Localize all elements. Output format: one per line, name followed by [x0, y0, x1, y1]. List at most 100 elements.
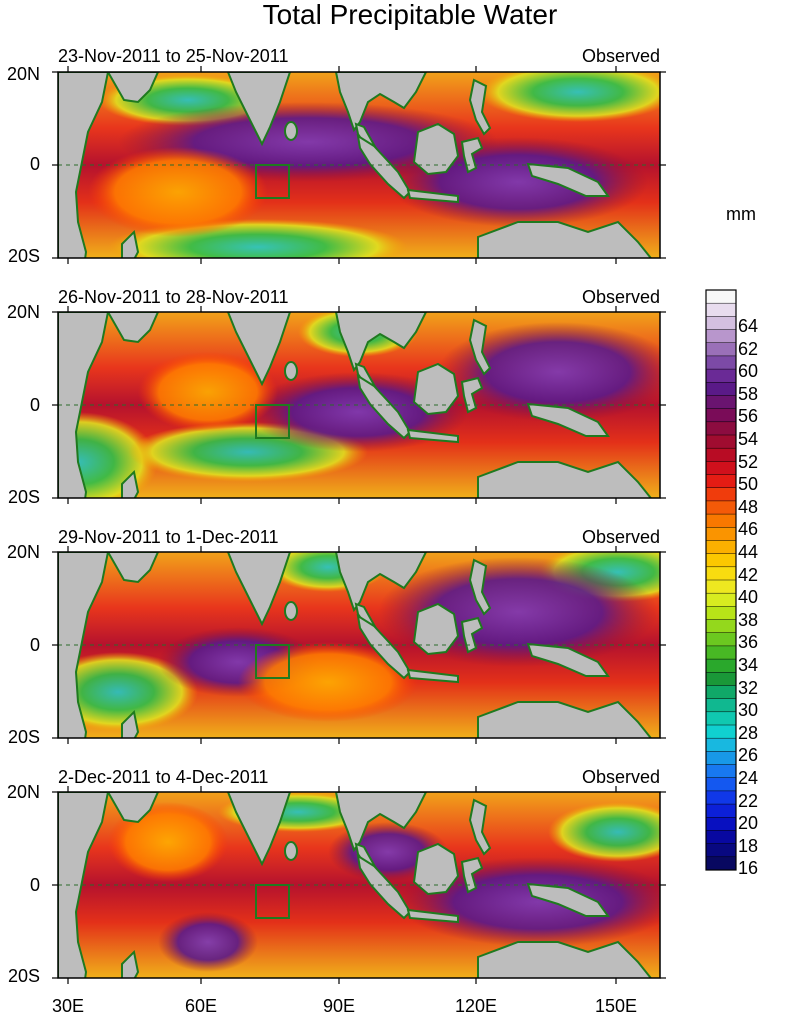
colorbar-tick-label: 52	[738, 451, 759, 472]
colorbar-swatch	[706, 527, 736, 541]
colorbar-tick-label: 40	[738, 587, 759, 608]
colorbar-swatch	[706, 725, 736, 739]
panel-1-observed-label: Observed	[581, 46, 660, 66]
colorbar-swatch	[706, 355, 736, 370]
map-panel-1	[52, 66, 666, 264]
colorbar-tick-label: 16	[738, 858, 759, 879]
panel-1-date-range: 23-Nov-2011 to 25-Nov-2011	[58, 46, 289, 66]
panel-3-date-range: 29-Nov-2011 to 1-Dec-2011	[58, 527, 279, 547]
region-box	[255, 884, 290, 919]
colorbar-swatch	[706, 817, 736, 831]
precip-blob	[398, 857, 660, 947]
colorbar-swatch	[706, 659, 736, 673]
colorbar-swatch	[706, 487, 736, 502]
colorbar-swatch	[706, 580, 736, 594]
precip-blob	[438, 322, 660, 422]
panel-3-lat-label-0: 0	[29, 635, 40, 655]
panel-1-lat-label-0: 0	[29, 154, 40, 174]
colorbar-swatch	[706, 540, 736, 555]
panel-4-lat-label-20n: 20N	[6, 782, 40, 802]
precip-blob	[548, 802, 660, 862]
colorbar-swatch	[706, 448, 736, 462]
colorbar-unit-label: mm	[726, 204, 756, 224]
colorbar-swatch	[706, 830, 736, 845]
colorbar-tick-label: 44	[738, 542, 759, 562]
colorbar-tick-label: 60	[738, 361, 759, 382]
colorbar-swatch	[706, 632, 736, 647]
precip-blob	[138, 352, 278, 432]
colorbar-swatch	[706, 685, 736, 700]
colorbar-tick-label: 64	[738, 316, 759, 336]
panel-3-lat-label-20n: 20N	[6, 542, 40, 562]
precip-blob	[88, 147, 268, 237]
precip-blob	[238, 642, 418, 722]
panel-2-observed-label: Observed	[581, 287, 660, 307]
colorbar-tick-label: 32	[738, 677, 759, 698]
colorbar-tick-label: 30	[738, 700, 759, 721]
panel-2-date-range: 26-Nov-2011 to 28-Nov-2011	[58, 287, 289, 307]
panel-2-lat-label-20s: 20S	[7, 487, 40, 507]
map-panel-3	[52, 546, 666, 744]
lon-label-150e: 150E	[594, 996, 638, 1016]
colorbar-tick-label: 58	[738, 383, 759, 404]
lon-label-120e: 120E	[454, 996, 498, 1016]
figure-title: Total Precipitable Water	[262, 0, 558, 30]
colorbar-frame	[705, 289, 737, 871]
colorbar-swatch	[706, 856, 736, 871]
colorbar-tick-label: 34	[738, 655, 759, 675]
colorbar-swatch	[706, 329, 736, 344]
map-panels	[52, 66, 666, 984]
colorbar-swatch	[706, 804, 736, 818]
colorbar-swatch	[706, 619, 736, 634]
colorbar-tick-label: 38	[738, 609, 759, 630]
colorbar-tick-label: 20	[738, 813, 759, 834]
colorbar-swatch	[706, 316, 736, 331]
colorbar-tick-label: 50	[738, 474, 759, 495]
colorbar-swatch	[706, 645, 736, 660]
colorbar-tick-label: 26	[738, 745, 759, 766]
colorbar-tick-label: 18	[738, 835, 759, 856]
colorbar-swatch	[706, 500, 736, 515]
colorbar-tick-label: 22	[738, 790, 759, 811]
map-panel-4	[52, 786, 666, 984]
colorbar-swatch	[706, 382, 736, 396]
colorbar-swatch	[706, 514, 736, 528]
precip-blob	[478, 72, 660, 122]
panel-4-observed-label: Observed	[581, 767, 660, 787]
colorbar-tick-label: 54	[738, 429, 759, 449]
panel-3-observed-label: Observed	[581, 527, 660, 547]
region-box	[255, 164, 290, 199]
panel-4-lat-label-0: 0	[29, 875, 40, 895]
precip-blob	[158, 912, 258, 972]
colorbar-swatch	[706, 461, 736, 476]
colorbar-swatch	[706, 474, 736, 489]
colorbar-swatch	[706, 606, 736, 621]
colorbar-swatch	[706, 843, 736, 858]
colorbar-tick-label: 56	[738, 406, 759, 427]
colorbar-tick-label: 24	[738, 768, 759, 788]
colorbar-tick-label: 62	[738, 338, 759, 359]
colorbar-tick-label: 36	[738, 632, 759, 653]
colorbar	[705, 289, 737, 871]
panel-1-lat-label-20s: 20S	[7, 246, 40, 266]
colorbar-swatch	[706, 764, 736, 779]
lon-label-30e: 30E	[51, 996, 85, 1016]
colorbar-swatch	[706, 303, 736, 317]
panel-4-date-range: 2-Dec-2011 to 4-Dec-2011	[58, 767, 269, 787]
colorbar-tick-label: 46	[738, 519, 759, 540]
panel-1-lat-label-20n: 20N	[6, 64, 40, 84]
colorbar-tick-label: 48	[738, 496, 759, 517]
region-box	[255, 404, 290, 439]
colorbar-swatch	[706, 672, 736, 686]
colorbar-swatch	[706, 738, 736, 752]
colorbar-swatch	[706, 553, 736, 568]
colorbar-swatch	[706, 421, 736, 436]
colorbar-swatch	[706, 435, 736, 449]
region-box	[255, 644, 290, 679]
colorbar-swatch	[706, 566, 736, 581]
colorbar-swatch	[706, 751, 736, 766]
colorbar-swatch	[706, 408, 736, 423]
colorbar-swatch	[706, 593, 736, 607]
colorbar-swatch	[706, 342, 736, 357]
